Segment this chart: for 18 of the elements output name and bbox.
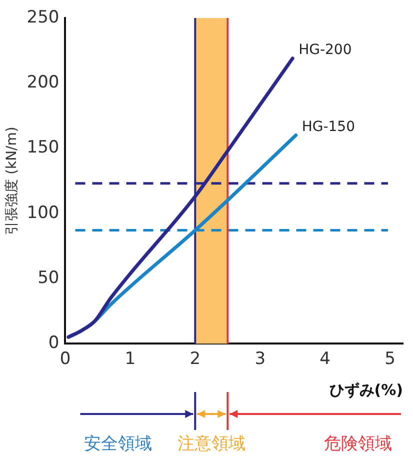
y-tick-label: 250 [26, 7, 60, 28]
text: 安全領域 [83, 434, 154, 454]
x-tick-label: 3 [254, 349, 266, 370]
y-axis-title: 引張強度 (kN/m) [4, 126, 20, 235]
y-tick-label: 100 [26, 202, 60, 223]
series-label: HG-200 [298, 42, 352, 58]
x-tick-label: 5 [384, 349, 396, 370]
x-tick-label: 1 [124, 349, 136, 370]
series-label: HG-150 [302, 118, 355, 135]
x-tick-label: 4 [320, 349, 330, 370]
text: 危険領域 [323, 434, 393, 454]
y-tick-label: 150 [26, 138, 60, 158]
text: 注意領域 [176, 434, 246, 454]
x-tick-label: 2 [190, 349, 201, 370]
y-tick-label: 200 [26, 72, 60, 93]
x-axis-title: ひずみ(%) [329, 380, 403, 399]
y-tick-label: 0 [48, 333, 60, 354]
y-tick-label: 50 [38, 268, 60, 288]
